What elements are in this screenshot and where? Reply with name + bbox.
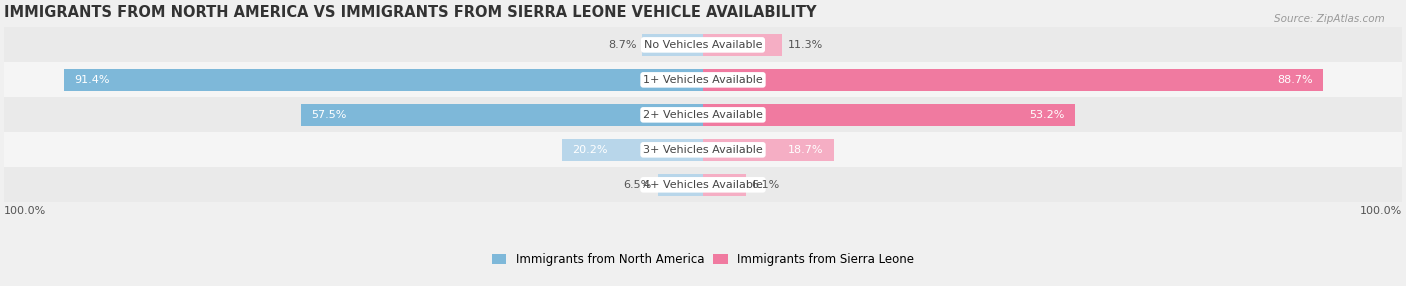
Bar [703, 104, 1074, 126]
Text: 88.7%: 88.7% [1277, 75, 1312, 85]
Text: 6.5%: 6.5% [624, 180, 652, 190]
Legend: Immigrants from North America, Immigrants from Sierra Leone: Immigrants from North America, Immigrant… [492, 253, 914, 266]
Text: 18.7%: 18.7% [787, 145, 823, 155]
Text: 1+ Vehicles Available: 1+ Vehicles Available [643, 75, 763, 85]
Text: 91.4%: 91.4% [75, 75, 110, 85]
Bar [643, 34, 703, 56]
Bar [703, 34, 782, 56]
Bar [562, 139, 703, 161]
Text: Source: ZipAtlas.com: Source: ZipAtlas.com [1274, 14, 1385, 24]
Bar [703, 69, 1323, 91]
Text: 8.7%: 8.7% [609, 40, 637, 50]
Bar [4, 27, 1402, 62]
Text: 20.2%: 20.2% [572, 145, 607, 155]
Bar [4, 167, 1402, 202]
Text: 6.1%: 6.1% [751, 180, 779, 190]
Text: 2+ Vehicles Available: 2+ Vehicles Available [643, 110, 763, 120]
Text: No Vehicles Available: No Vehicles Available [644, 40, 762, 50]
Text: 100.0%: 100.0% [1360, 206, 1402, 216]
Text: 3+ Vehicles Available: 3+ Vehicles Available [643, 145, 763, 155]
Text: 4+ Vehicles Available: 4+ Vehicles Available [643, 180, 763, 190]
Text: IMMIGRANTS FROM NORTH AMERICA VS IMMIGRANTS FROM SIERRA LEONE VEHICLE AVAILABILI: IMMIGRANTS FROM NORTH AMERICA VS IMMIGRA… [4, 5, 817, 20]
Text: 100.0%: 100.0% [4, 206, 46, 216]
Text: 57.5%: 57.5% [312, 110, 347, 120]
Bar [703, 139, 834, 161]
Bar [703, 174, 745, 196]
Bar [4, 62, 1402, 97]
Text: 53.2%: 53.2% [1029, 110, 1064, 120]
Bar [658, 174, 703, 196]
Bar [301, 104, 703, 126]
Bar [4, 97, 1402, 132]
Bar [65, 69, 703, 91]
Bar [4, 132, 1402, 167]
Text: 11.3%: 11.3% [787, 40, 823, 50]
